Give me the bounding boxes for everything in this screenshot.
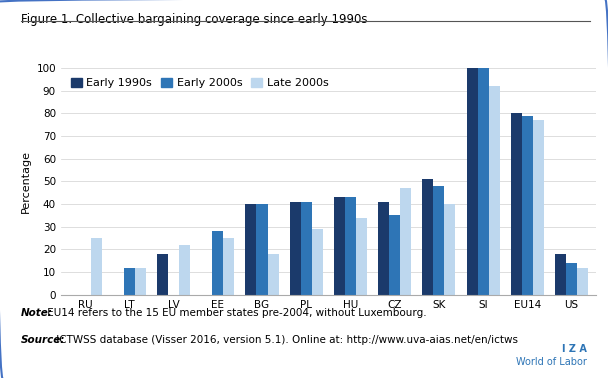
Bar bbox=[511, 113, 522, 295]
Bar bbox=[334, 197, 345, 295]
Bar bbox=[124, 268, 135, 295]
Bar bbox=[566, 263, 577, 295]
Bar bbox=[577, 268, 588, 295]
Bar bbox=[389, 215, 400, 295]
Bar bbox=[246, 204, 257, 295]
Bar bbox=[522, 116, 533, 295]
Bar bbox=[356, 218, 367, 295]
Bar bbox=[91, 238, 102, 295]
Bar bbox=[157, 254, 168, 295]
Bar bbox=[268, 254, 278, 295]
Bar bbox=[301, 202, 312, 295]
Bar bbox=[434, 186, 444, 295]
Bar bbox=[477, 68, 489, 295]
Text: ICTWSS database (Visser 2016, version 5.1). Online at: http://www.uva-aias.net/e: ICTWSS database (Visser 2016, version 5.… bbox=[53, 335, 518, 344]
Bar bbox=[179, 245, 190, 295]
Bar bbox=[444, 204, 455, 295]
Bar bbox=[135, 268, 146, 295]
Bar bbox=[378, 202, 389, 295]
Bar bbox=[289, 202, 301, 295]
Bar bbox=[400, 188, 411, 295]
Text: I Z A: I Z A bbox=[562, 344, 587, 354]
Bar bbox=[555, 254, 566, 295]
Bar bbox=[489, 86, 500, 295]
Bar bbox=[257, 204, 268, 295]
Text: EU14 refers to the 15 EU member states pre-2004, without Luxembourg.: EU14 refers to the 15 EU member states p… bbox=[44, 308, 427, 318]
Text: World of Labor: World of Labor bbox=[516, 357, 587, 367]
Bar bbox=[312, 229, 323, 295]
Bar bbox=[466, 68, 477, 295]
Bar bbox=[223, 238, 234, 295]
Text: Source:: Source: bbox=[21, 335, 66, 344]
Bar bbox=[345, 197, 356, 295]
Text: Figure 1. Collective bargaining coverage since early 1990s: Figure 1. Collective bargaining coverage… bbox=[21, 13, 368, 26]
Bar bbox=[212, 231, 223, 295]
Bar bbox=[533, 120, 544, 295]
Legend: Early 1990s, Early 2000s, Late 2000s: Early 1990s, Early 2000s, Late 2000s bbox=[66, 74, 333, 93]
Text: Note:: Note: bbox=[21, 308, 53, 318]
Y-axis label: Percentage: Percentage bbox=[21, 150, 31, 213]
Bar bbox=[423, 179, 434, 295]
